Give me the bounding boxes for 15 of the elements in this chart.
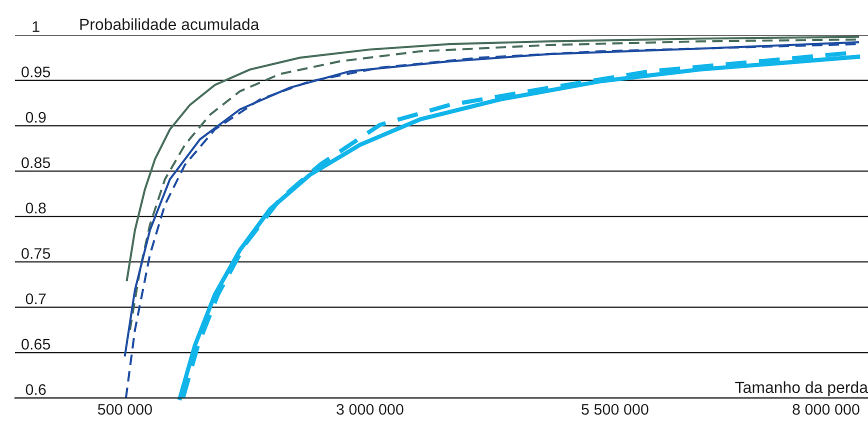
x-axis-title: Tamanho da perda bbox=[735, 381, 868, 396]
y-tick-label: 0.8 bbox=[26, 202, 46, 214]
y-tick-label: 0.6 bbox=[26, 384, 46, 395]
x-tick-label: 3 000 000 bbox=[336, 404, 404, 415]
y-tick-label: 0.65 bbox=[22, 338, 50, 350]
x-tick-label: 500 000 bbox=[98, 404, 152, 415]
x-tick-label: 8 000 000 bbox=[792, 404, 860, 415]
y-tick-label: 0.75 bbox=[22, 248, 50, 259]
y-tick-label: 0.9 bbox=[26, 112, 46, 123]
x-tick-label: 5 500 000 bbox=[582, 404, 648, 415]
y-axis-title: Probabilidade acumulada bbox=[80, 18, 260, 30]
y-tick-label: 0.85 bbox=[22, 157, 50, 168]
y-tick-label: 0.7 bbox=[26, 293, 46, 304]
y-tick-label: 0.95 bbox=[22, 66, 50, 78]
y-tick-label: 1 bbox=[32, 21, 40, 32]
